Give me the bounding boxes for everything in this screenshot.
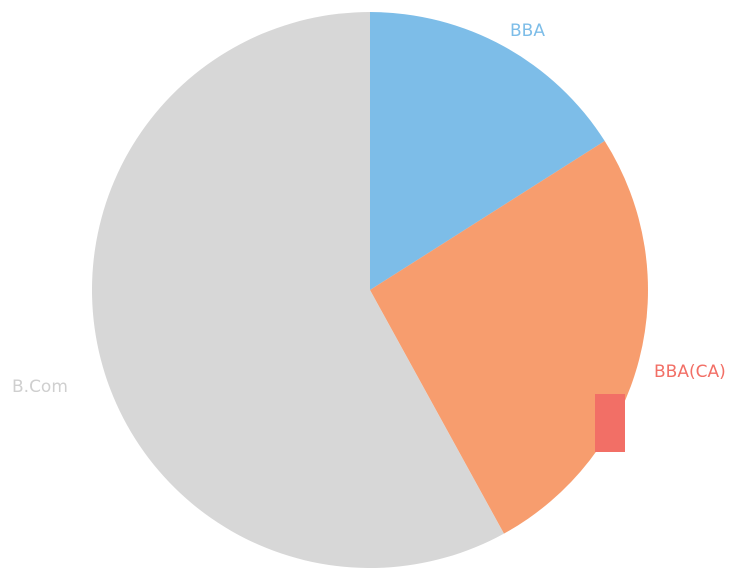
slice-label-bba-ca: BBA(CA) (654, 362, 726, 382)
pie-slice-bba (370, 12, 605, 290)
pie-slices (91, 12, 648, 568)
slice-label-bba: BBA (510, 21, 545, 41)
label-marker (595, 394, 625, 452)
pie-slice-bba-ca (370, 141, 648, 534)
pie-slice-b-com (91, 12, 504, 568)
slice-labels: BBA BBA(CA) B.Com (12, 21, 726, 397)
slice-label-bcom: B.Com (12, 377, 68, 397)
